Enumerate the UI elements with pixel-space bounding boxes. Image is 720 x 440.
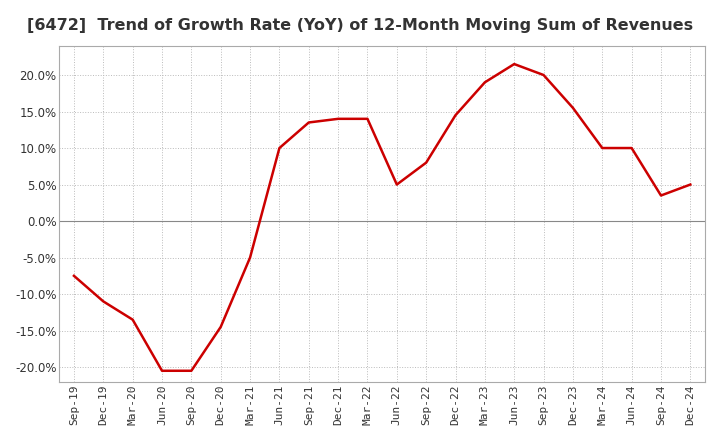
Text: [6472]  Trend of Growth Rate (YoY) of 12-Month Moving Sum of Revenues: [6472] Trend of Growth Rate (YoY) of 12-… (27, 18, 693, 33)
